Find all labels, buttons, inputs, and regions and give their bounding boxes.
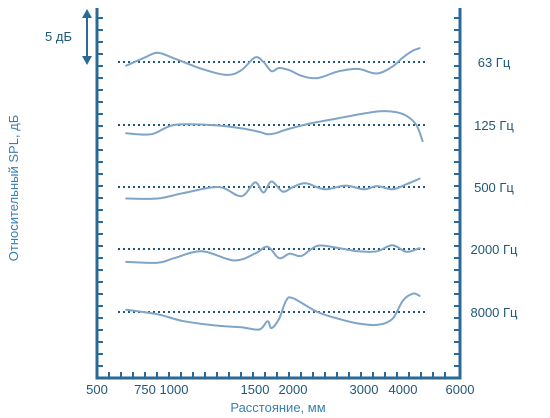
x-tick-label: 750 xyxy=(134,382,156,397)
series-line xyxy=(125,47,421,80)
series-line xyxy=(125,244,421,264)
scale-bar: 5 дБ xyxy=(45,9,92,65)
series-label: 63 Гц xyxy=(478,55,511,70)
ticks-layer: 500 750 1000 1500 2000 3000 4000 6000 xyxy=(86,17,475,397)
series-label: 2000 Гц xyxy=(470,242,518,257)
x-tick-label: 1500 xyxy=(241,382,270,397)
scale-bar-arrow-up xyxy=(82,9,92,18)
band-5: 8000 Гц xyxy=(118,292,518,331)
series-line xyxy=(125,177,421,200)
series-label: 125 Гц xyxy=(474,118,514,133)
bands-layer: 63 Гц 125 Гц 500 Гц 2000 Гц 8000 Гц xyxy=(118,47,518,331)
x-axis-title: Расстояние, мм xyxy=(230,400,325,415)
y-axis-title: Относительный SPL, дБ xyxy=(6,115,21,262)
band-4: 2000 Гц xyxy=(118,242,518,264)
axes-layer xyxy=(95,8,462,380)
scale-bar-label: 5 дБ xyxy=(45,29,72,44)
x-tick-label: 4000 xyxy=(389,382,418,397)
x-tick-label: 2000 xyxy=(279,382,308,397)
band-1: 63 Гц xyxy=(118,47,511,80)
x-tick-label: 1000 xyxy=(160,382,189,397)
band-3: 500 Гц xyxy=(118,177,514,200)
scale-bar-arrow-down xyxy=(82,56,92,65)
x-tick-label: 500 xyxy=(86,382,108,397)
x-tick-label: 6000 xyxy=(446,382,475,397)
series-label: 8000 Гц xyxy=(470,305,518,320)
series-line xyxy=(125,110,424,143)
series-label: 500 Гц xyxy=(474,180,514,195)
x-tick-label: 3000 xyxy=(350,382,379,397)
band-2: 125 Гц xyxy=(118,110,514,143)
series-line xyxy=(125,292,421,331)
